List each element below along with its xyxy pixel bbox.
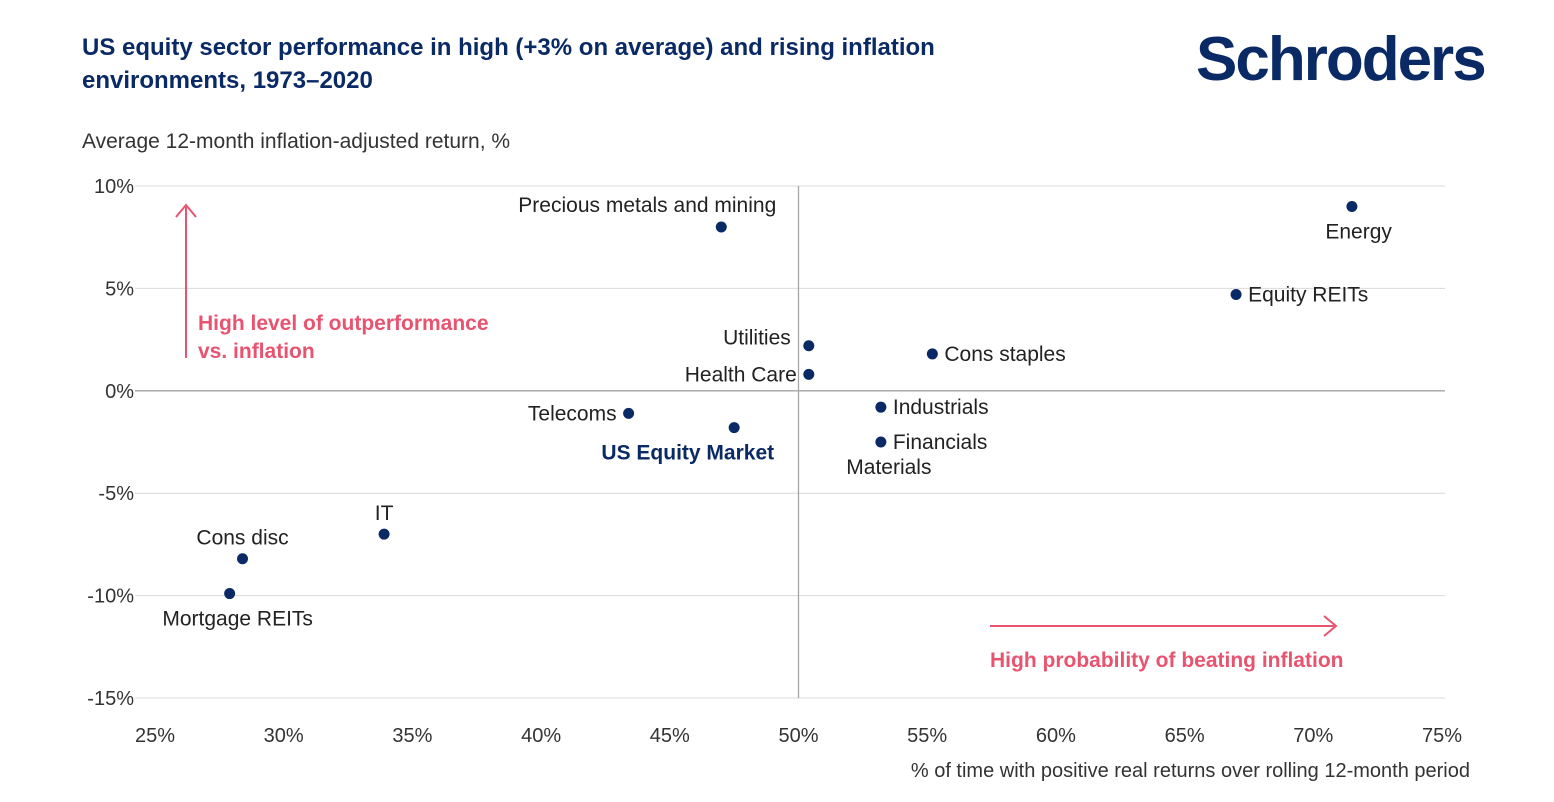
data-point-label: Precious metals and mining — [518, 194, 776, 217]
data-point-label: Financials — [893, 431, 988, 454]
data-point — [1230, 289, 1242, 301]
data-point — [224, 588, 236, 600]
data-point-label: Telecoms — [528, 402, 617, 425]
data-point — [875, 436, 887, 448]
data-point — [728, 422, 740, 434]
x-tick-label: 45% — [650, 725, 690, 747]
y-tick-label: -10% — [87, 586, 134, 608]
data-point — [715, 221, 727, 233]
data-point-label: Health Care — [685, 363, 797, 386]
data-points: Energy Precious metals and mining Equity R… — [162, 194, 1392, 631]
data-point-label: Materials — [846, 456, 931, 479]
annotation-outperformance-text: vs. inflation — [198, 340, 315, 363]
data-point-label: IT — [375, 502, 394, 525]
data-point — [1346, 200, 1358, 212]
data-point-label: Energy — [1325, 220, 1392, 243]
x-tick-label: 65% — [1165, 725, 1205, 747]
y-tick-labels: 10% 5% 0% -5% -10% -15% — [87, 176, 134, 710]
x-axis-title: % of time with positive real returns ove… — [910, 760, 1470, 782]
x-tick-label: 70% — [1293, 725, 1333, 747]
data-point — [926, 348, 938, 360]
y-tick-label: 0% — [105, 381, 134, 403]
data-point — [803, 368, 815, 380]
reference-lines — [135, 186, 1445, 698]
data-point — [803, 340, 815, 352]
x-tick-labels: 25% 30% 35% 40% 45% 50% 55% 60% 65% 70% 75% — [135, 725, 1462, 747]
data-point-label: Mortgage REITs — [162, 608, 313, 631]
x-tick-label: 75% — [1422, 725, 1462, 747]
data-point-label: Industrials — [893, 396, 989, 419]
data-point — [237, 553, 249, 565]
data-point-label: Equity REITs — [1248, 284, 1368, 307]
annotation-outperformance-text: High level of outperformance — [198, 312, 489, 335]
data-point-label: Cons staples — [944, 343, 1065, 366]
annotation-arrowhead-up — [175, 203, 197, 218]
data-point-label: US Equity Market — [601, 442, 774, 465]
x-tick-label: 55% — [907, 725, 947, 747]
data-point-label: Utilities — [723, 327, 791, 350]
x-tick-label: 60% — [1036, 725, 1076, 747]
chart-title: US equity sector performance in high (+3… — [82, 34, 935, 94]
x-tick-label: 30% — [264, 725, 304, 747]
data-point — [875, 401, 887, 413]
x-tick-label: 40% — [521, 725, 561, 747]
x-tick-label: 50% — [778, 725, 818, 747]
data-point — [378, 528, 390, 540]
grid-lines — [135, 185, 1445, 699]
y-tick-label: 10% — [94, 176, 134, 198]
data-point-label: Cons disc — [196, 527, 288, 550]
annotation-probability-text: High probability of beating inflation — [990, 649, 1343, 672]
annotation-arrowhead-right — [1323, 615, 1338, 637]
x-tick-label: 25% — [135, 725, 175, 747]
y-tick-label: 5% — [105, 278, 134, 300]
y-tick-label: -15% — [87, 688, 134, 710]
annotations: High level of outperformance vs. inflatio… — [175, 203, 1343, 672]
y-tick-label: -5% — [98, 483, 134, 505]
x-tick-label: 35% — [392, 725, 432, 747]
schroders-logo: Schroders — [1196, 25, 1487, 94]
data-point — [623, 407, 635, 419]
y-axis-title: Average 12-month inflation-adjusted retu… — [82, 130, 511, 153]
